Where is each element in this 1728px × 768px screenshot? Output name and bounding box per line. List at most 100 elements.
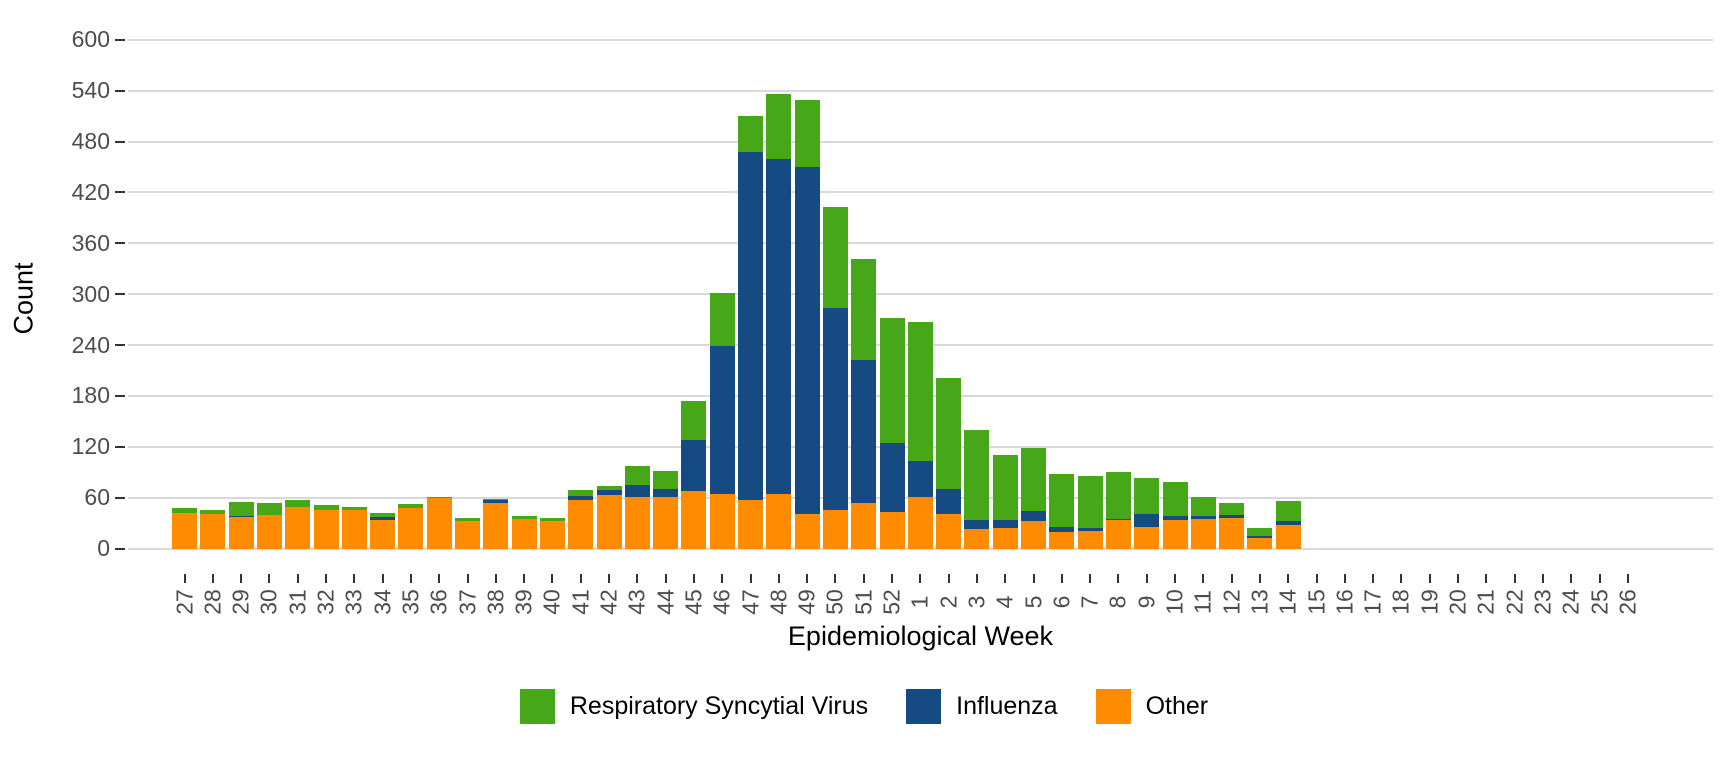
x-tick-label-46: 46 bbox=[708, 589, 735, 615]
segment-other-week-47 bbox=[738, 500, 763, 549]
x-tick-label-17: 17 bbox=[1359, 589, 1386, 615]
x-tick-label-49: 49 bbox=[793, 589, 820, 615]
x-tick-label-19: 19 bbox=[1416, 589, 1443, 615]
y-tick-mark-420 bbox=[115, 191, 125, 194]
segment-other-week-5 bbox=[1021, 520, 1046, 549]
x-tick-label-10: 10 bbox=[1161, 589, 1188, 615]
x-tick-mark-3 bbox=[975, 574, 978, 583]
x-tick-mark-28 bbox=[211, 574, 214, 583]
legend: Respiratory Syncytial Virus Influenza Othe… bbox=[0, 689, 1728, 724]
segment-influenza-week-46 bbox=[709, 345, 735, 495]
x-tick-label-50: 50 bbox=[821, 589, 848, 615]
y-tick-mark-0 bbox=[115, 547, 125, 550]
x-tick-label-30: 30 bbox=[255, 589, 282, 615]
x-tick-mark-6 bbox=[1060, 574, 1063, 583]
x-tick-label-3: 3 bbox=[963, 595, 990, 609]
x-tick-mark-18 bbox=[1400, 574, 1403, 583]
x-tick-mark-22 bbox=[1513, 574, 1516, 583]
segment-other-week-46 bbox=[709, 494, 735, 549]
segment-other-week-39 bbox=[511, 518, 537, 549]
x-tick-label-45: 45 bbox=[680, 589, 707, 615]
x-tick-mark-35 bbox=[409, 574, 412, 583]
x-tick-label-26: 26 bbox=[1614, 589, 1641, 615]
x-tick-mark-46 bbox=[721, 574, 724, 583]
segment-other-week-4 bbox=[992, 528, 1018, 549]
segment-influenza-week-41 bbox=[568, 496, 594, 501]
segment-respiratory-syncytial-virus-week-46 bbox=[709, 293, 735, 346]
segment-other-week-11 bbox=[1190, 518, 1216, 549]
bar-week-40 bbox=[539, 518, 565, 549]
x-tick-mark-44 bbox=[664, 574, 667, 583]
bar-week-9 bbox=[1134, 478, 1160, 549]
segment-influenza-week-6 bbox=[1049, 527, 1075, 532]
legend-item-influenza: Influenza bbox=[906, 689, 1058, 724]
segment-respiratory-syncytial-virus-week-44 bbox=[653, 470, 679, 490]
segment-influenza-week-50 bbox=[822, 307, 848, 510]
legend-label: Other bbox=[1145, 692, 1209, 720]
y-tick-mark-480 bbox=[115, 140, 125, 143]
x-tick-label-31: 31 bbox=[284, 589, 311, 615]
x-tick-label-4: 4 bbox=[991, 595, 1018, 609]
x-tick-label-33: 33 bbox=[340, 589, 367, 615]
segment-respiratory-syncytial-virus-week-40 bbox=[539, 518, 565, 521]
gridline-y-300 bbox=[128, 293, 1713, 296]
legend-item-other: Other bbox=[1095, 689, 1209, 724]
segment-respiratory-syncytial-virus-week-38 bbox=[483, 499, 509, 501]
x-tick-mark-7 bbox=[1089, 574, 1092, 583]
segment-influenza-week-42 bbox=[596, 490, 622, 496]
x-tick-mark-27 bbox=[183, 574, 186, 583]
x-tick-label-21: 21 bbox=[1472, 589, 1499, 615]
x-tick-mark-21 bbox=[1485, 574, 1488, 583]
segment-influenza-week-52 bbox=[879, 442, 905, 513]
y-tick-mark-540 bbox=[115, 89, 125, 92]
legend-item-respiratory-syncytial-virus: Respiratory Syncytial Virus bbox=[519, 689, 868, 724]
x-tick-mark-50 bbox=[834, 574, 837, 583]
bar-week-1 bbox=[907, 322, 933, 549]
x-tick-mark-10 bbox=[1174, 574, 1176, 583]
segment-other-week-32 bbox=[313, 509, 339, 549]
y-tick-label-480: 480 bbox=[71, 128, 110, 155]
x-tick-label-13: 13 bbox=[1246, 589, 1273, 615]
segment-influenza-week-1 bbox=[907, 461, 933, 497]
x-tick-label-23: 23 bbox=[1529, 589, 1556, 615]
x-tick-label-38: 38 bbox=[482, 589, 509, 615]
bar-week-37 bbox=[455, 518, 480, 549]
bar-week-27 bbox=[172, 507, 197, 549]
x-tick-label-11: 11 bbox=[1189, 590, 1216, 614]
x-axis-title: Epidemiological Week bbox=[787, 621, 1054, 651]
x-tick-mark-14 bbox=[1287, 574, 1290, 583]
x-tick-label-2: 2 bbox=[935, 595, 962, 609]
x-tick-mark-42 bbox=[608, 574, 610, 583]
segment-influenza-week-51 bbox=[851, 359, 877, 503]
segment-respiratory-syncytial-virus-week-48 bbox=[766, 94, 792, 160]
y-tick-label-420: 420 bbox=[71, 178, 110, 205]
bar-week-51 bbox=[851, 259, 877, 549]
segment-other-week-2 bbox=[936, 513, 962, 549]
segment-other-week-30 bbox=[256, 514, 282, 549]
segment-other-week-52 bbox=[879, 512, 905, 549]
segment-other-week-34 bbox=[370, 519, 396, 549]
segment-respiratory-syncytial-virus-week-31 bbox=[285, 500, 311, 508]
segment-respiratory-syncytial-virus-week-41 bbox=[568, 490, 594, 497]
segment-other-week-6 bbox=[1049, 531, 1075, 549]
gridline-y-480 bbox=[128, 140, 1713, 143]
x-tick-label-27: 27 bbox=[171, 589, 197, 615]
segment-other-week-38 bbox=[483, 502, 509, 549]
segment-influenza-week-4 bbox=[992, 519, 1018, 529]
x-tick-mark-52 bbox=[891, 574, 893, 583]
segment-respiratory-syncytial-virus-week-49 bbox=[794, 100, 820, 168]
x-tick-label-40: 40 bbox=[538, 589, 565, 615]
segment-other-week-7 bbox=[1077, 530, 1103, 549]
bar-week-12 bbox=[1219, 502, 1245, 549]
bar-week-30 bbox=[256, 502, 282, 549]
x-tick-label-42: 42 bbox=[595, 589, 622, 615]
x-tick-mark-11 bbox=[1202, 574, 1205, 583]
bar-week-7 bbox=[1077, 475, 1103, 549]
x-tick-label-51: 51 bbox=[850, 589, 877, 615]
x-tick-mark-8 bbox=[1117, 574, 1120, 583]
segment-respiratory-syncytial-virus-week-27 bbox=[172, 507, 197, 513]
x-tick-label-37: 37 bbox=[454, 589, 480, 615]
x-tick-label-15: 15 bbox=[1303, 589, 1329, 615]
x-tick-mark-17 bbox=[1372, 574, 1375, 583]
